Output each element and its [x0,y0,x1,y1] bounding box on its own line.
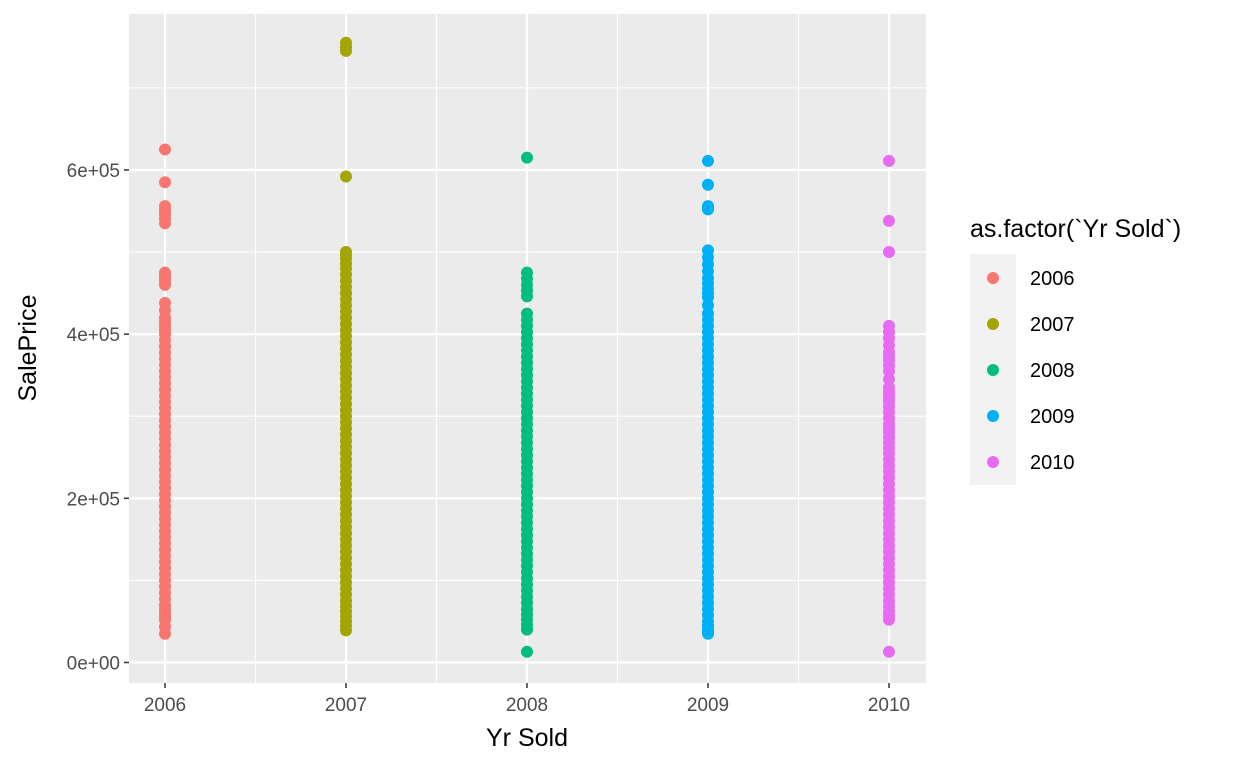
data-point-2006 [159,627,171,640]
data-point-2006 [159,278,171,291]
data-point-2009 [702,154,714,167]
data-point-2006 [159,217,171,230]
data-point-2009 [702,178,714,191]
data-point-2006 [159,176,171,189]
data-points [159,36,895,658]
x-axis: 2006 2007 2008 2009 2010 [144,683,910,716]
legend-label-2007: 2007 [1030,314,1075,336]
data-point-2010 [883,214,895,227]
data-point-2009 [702,203,714,216]
y-tick-label: 2e+05 [67,489,120,510]
legend-label-2006: 2006 [1030,268,1075,290]
legend-label-2009: 2009 [1030,406,1075,428]
y-tick-label: 6e+05 [67,161,120,182]
data-point-2010 [883,613,895,626]
data-point-2007 [340,624,352,637]
data-point-2009 [702,299,714,312]
data-point-2008 [521,623,533,636]
data-point-2008 [521,645,533,658]
data-point-2006 [159,143,171,156]
legend-key-2009 [987,410,999,422]
data-point-2007 [340,44,352,57]
legend-key-2010 [987,456,999,468]
legend-title: as.factor(`Yr Sold`) [970,215,1181,243]
legend-key-2006 [987,272,999,284]
legend-items: 2006 2007 2008 2009 2010 [987,268,1075,474]
data-point-2010 [883,365,895,378]
legend: as.factor(`Yr Sold`) 2006 2007 2008 2009 201… [970,215,1181,485]
y-axis-title: SalePrice [14,295,42,402]
x-tick-label: 2006 [144,695,186,716]
y-axis: 0e+00 2e+05 4e+05 6e+05 [67,161,129,674]
data-point-2008 [521,151,533,164]
data-point-2010 [883,373,895,386]
x-tick-label: 2007 [325,695,367,716]
data-point-2010 [883,154,895,167]
legend-key-2008 [987,364,999,376]
y-tick-label: 4e+05 [67,325,120,346]
data-point-2010 [883,246,895,259]
data-point-2009 [702,627,714,640]
data-point-2009 [702,291,714,304]
legend-label-2008: 2008 [1030,360,1075,382]
y-tick-label: 0e+00 [67,653,120,674]
data-point-2008 [521,290,533,303]
legend-key-2007 [987,318,999,330]
x-tick-label: 2010 [868,695,910,716]
x-tick-label: 2009 [687,695,729,716]
legend-label-2010: 2010 [1030,452,1075,474]
data-point-2010 [883,645,895,658]
x-axis-title: Yr Sold [486,724,568,752]
x-tick-label: 2008 [506,695,548,716]
data-point-2007 [340,170,352,183]
